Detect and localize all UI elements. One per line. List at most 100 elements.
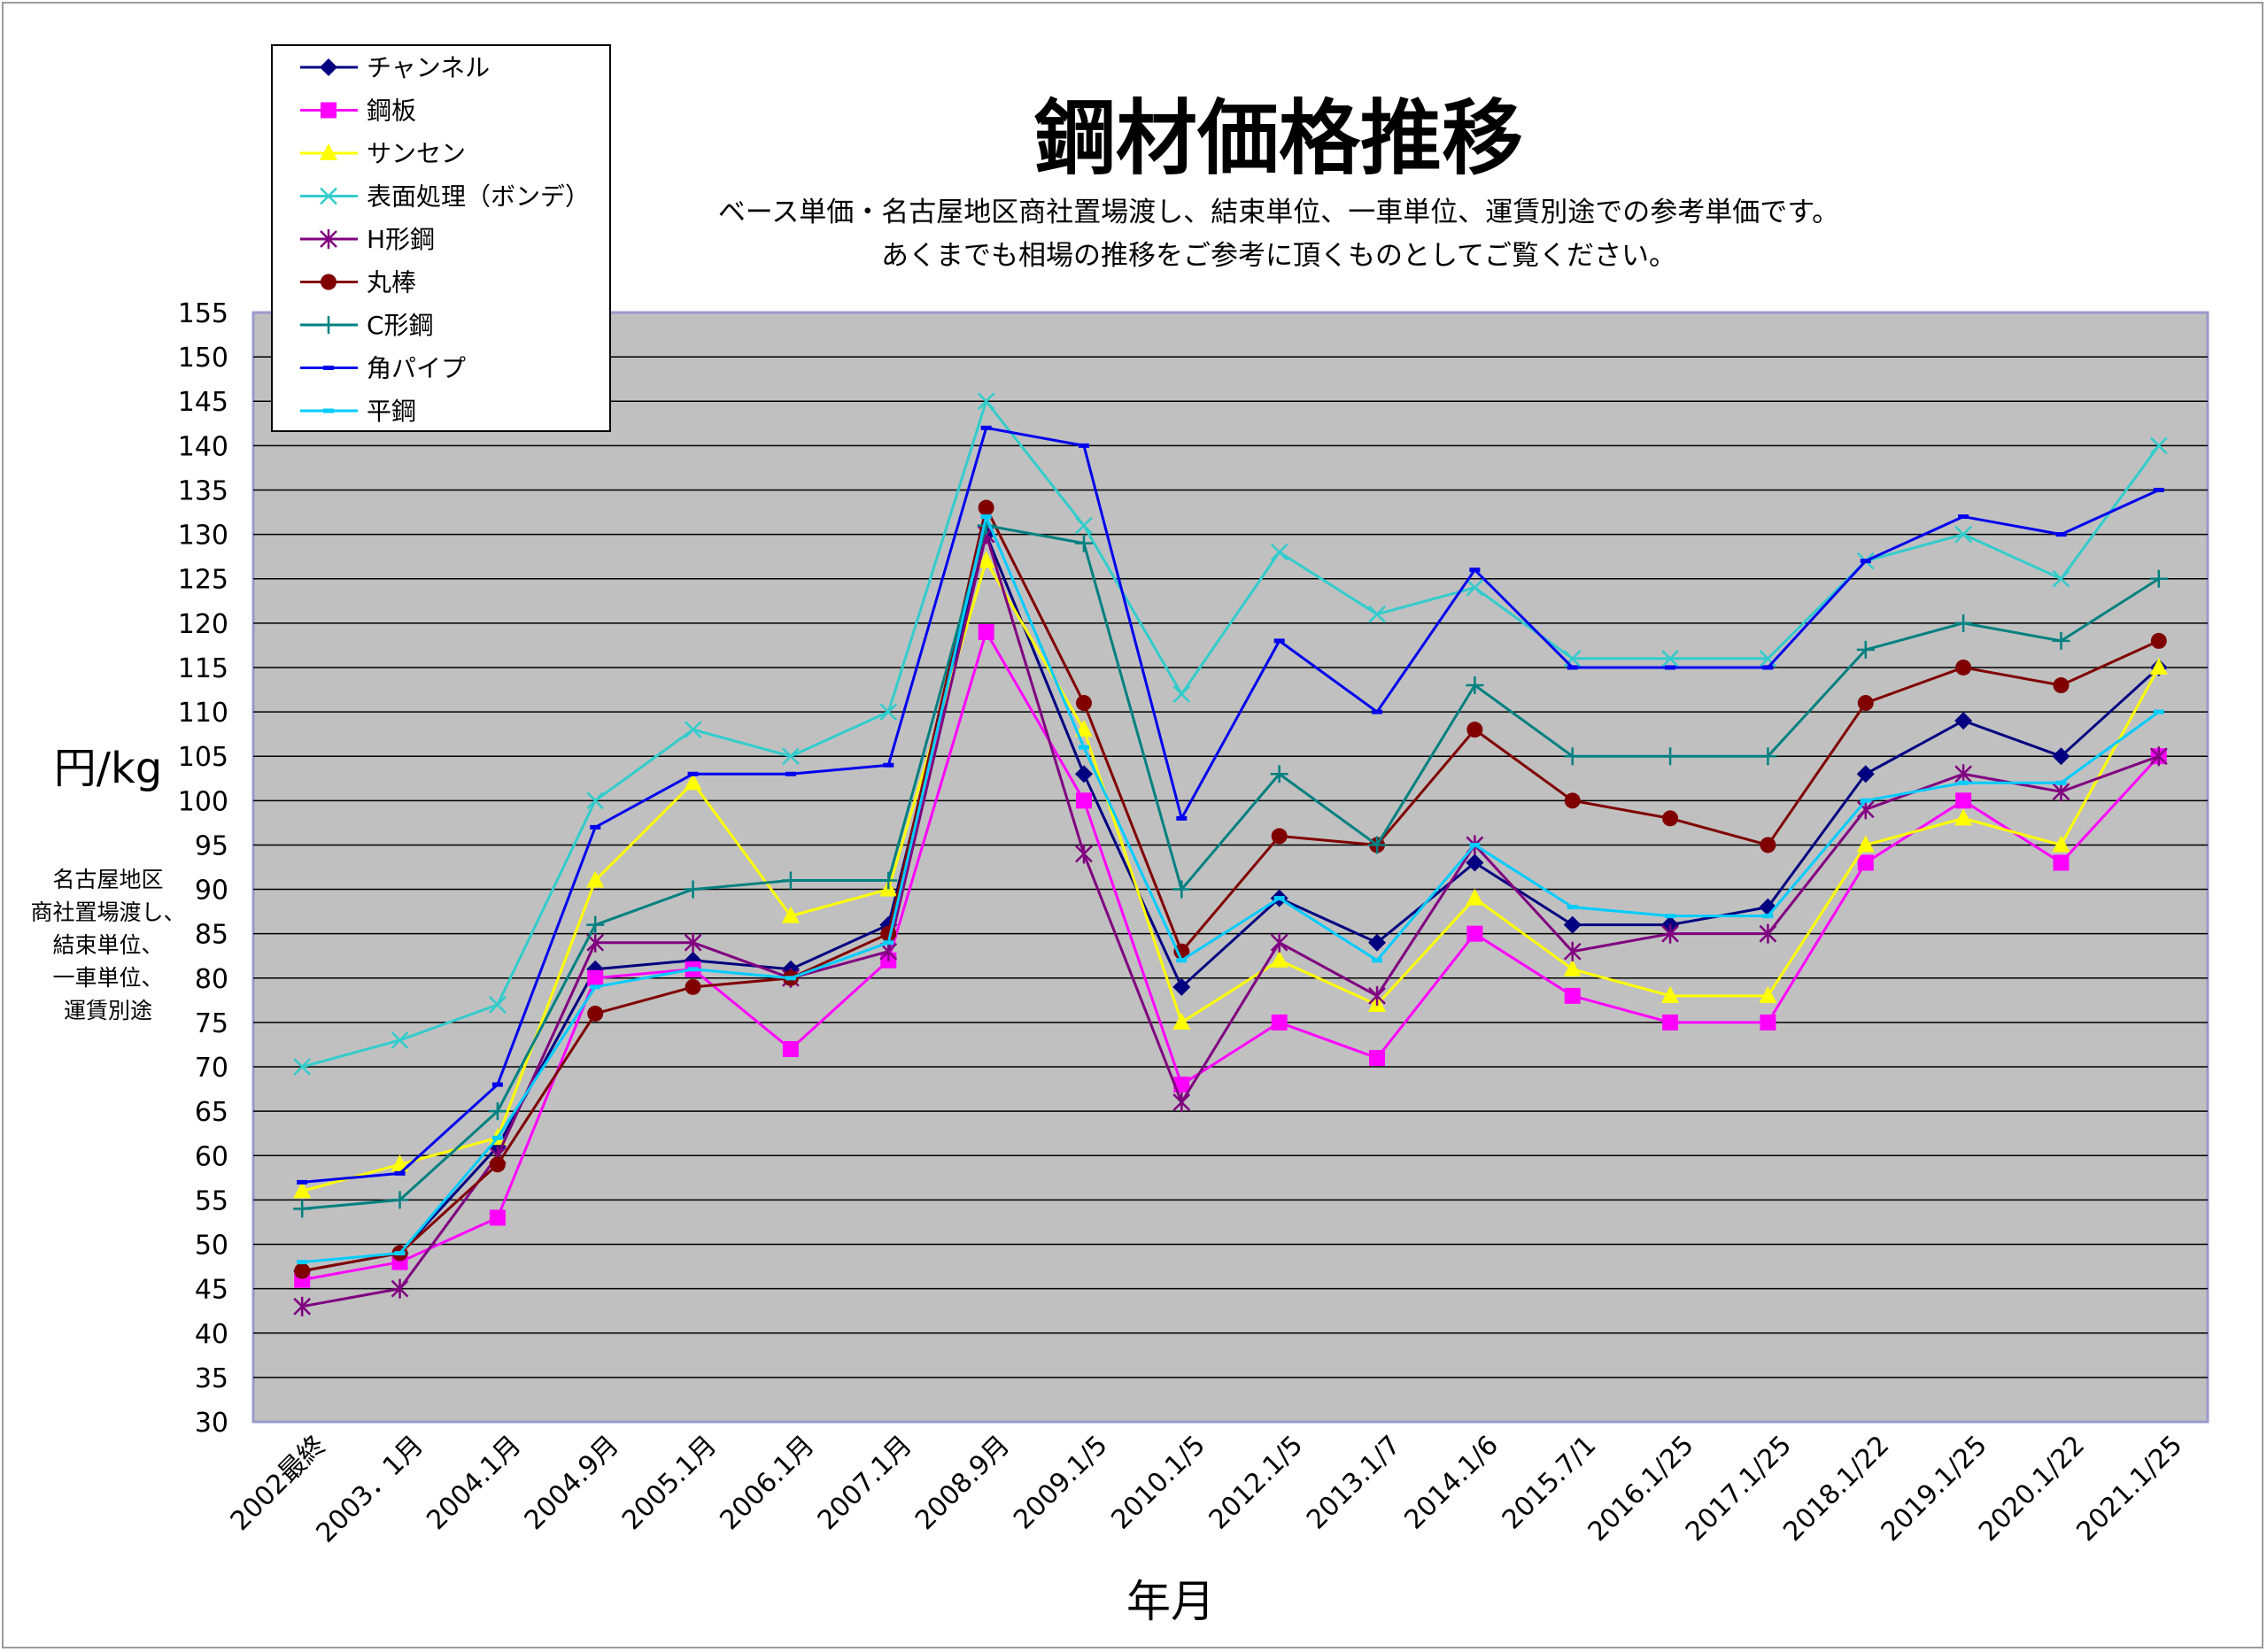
x-axis-label: 年月 bbox=[1126, 1576, 1215, 1627]
data-point-0-15 bbox=[1759, 898, 1777, 916]
data-point-4-1 bbox=[391, 1278, 409, 1299]
data-point-3-10 bbox=[1270, 543, 1288, 561]
legend-label-1: 鋼板 bbox=[367, 96, 416, 126]
data-point-1-12 bbox=[1466, 925, 1483, 942]
series-line-7 bbox=[302, 426, 2160, 1184]
data-point-7-9 bbox=[1176, 815, 1188, 821]
data-point-7-1 bbox=[394, 1170, 406, 1176]
x-tick-label-17: 2019.1/25 bbox=[1876, 1430, 1993, 1548]
data-point-4-6 bbox=[879, 941, 898, 961]
data-point-7-3 bbox=[590, 824, 601, 830]
legend-marker-2 bbox=[320, 143, 337, 160]
x-tick-label-8: 2009.1/5 bbox=[1008, 1430, 1114, 1536]
data-point-4-15 bbox=[1759, 923, 1777, 944]
data-point-1-2 bbox=[489, 1209, 506, 1226]
data-point-7-6 bbox=[883, 762, 894, 768]
data-point-6-3 bbox=[586, 915, 605, 934]
data-point-0-13 bbox=[1563, 915, 1582, 934]
data-point-3-14 bbox=[1661, 650, 1679, 668]
data-point-3-4 bbox=[684, 721, 702, 739]
data-point-5-18 bbox=[2053, 677, 2070, 694]
y-tick-label-70: 70 bbox=[195, 1053, 228, 1084]
data-point-2-17 bbox=[1954, 808, 1973, 826]
data-point-8-9 bbox=[1176, 958, 1188, 963]
data-point-1-7 bbox=[978, 623, 994, 640]
data-point-3-9 bbox=[1172, 685, 1191, 703]
data-point-7-17 bbox=[1958, 514, 1969, 520]
data-point-7-13 bbox=[1567, 665, 1578, 670]
y-tick-label-125: 125 bbox=[178, 565, 228, 596]
legend-item-6: C形鋼 bbox=[300, 311, 434, 340]
y-note-line-2: 商社置場渡し、 bbox=[30, 899, 185, 925]
legend-label-3: 表面処理（ボンデ） bbox=[367, 182, 590, 212]
y-tick-label-80: 80 bbox=[195, 964, 228, 995]
legend-label-6: C形鋼 bbox=[367, 311, 434, 340]
x-tick-label-3: 2004.9月 bbox=[519, 1430, 625, 1536]
legend-label-0: チャンネル bbox=[367, 53, 490, 82]
data-point-4-10 bbox=[1270, 932, 1288, 953]
legend-item-5: 丸棒 bbox=[300, 268, 416, 297]
x-tick-label-2: 2004.1月 bbox=[421, 1430, 527, 1536]
y-tick-label-35: 35 bbox=[195, 1363, 228, 1394]
y-tick-label-90: 90 bbox=[195, 876, 228, 907]
data-point-0-12 bbox=[1466, 853, 1484, 872]
data-point-3-19 bbox=[2149, 436, 2168, 455]
series-7 bbox=[297, 425, 2164, 1185]
series-line-5 bbox=[301, 506, 2160, 1273]
data-point-7-11 bbox=[1372, 709, 1383, 714]
series-line-1 bbox=[301, 630, 2160, 1282]
legend-marker-3 bbox=[320, 187, 337, 205]
data-point-8-4 bbox=[687, 967, 699, 972]
series-6 bbox=[293, 516, 2168, 1218]
series-8 bbox=[297, 514, 2164, 1265]
x-tick-label-11: 2013.1/7 bbox=[1301, 1430, 1407, 1536]
x-tick-label-10: 2012.1/5 bbox=[1203, 1430, 1310, 1536]
y-tick-label-75: 75 bbox=[195, 1008, 228, 1039]
data-point-1-13 bbox=[1564, 987, 1581, 1004]
y-tick-label-100: 100 bbox=[178, 786, 228, 817]
data-point-2-3 bbox=[586, 870, 605, 888]
data-point-6-4 bbox=[684, 880, 702, 899]
data-point-2-1 bbox=[391, 1154, 409, 1172]
data-point-7-4 bbox=[687, 771, 699, 776]
data-point-7-10 bbox=[1273, 638, 1285, 644]
data-point-3-6 bbox=[879, 703, 898, 721]
legend-label-7: 角パイプ bbox=[367, 354, 466, 383]
data-point-8-11 bbox=[1372, 958, 1383, 963]
data-point-6-10 bbox=[1270, 765, 1288, 784]
data-point-8-15 bbox=[1762, 914, 1774, 919]
data-point-4-9 bbox=[1172, 1092, 1191, 1113]
chart-subtitle-line-1: ベース単価・名古屋地区商社置場渡し、結束単位、一車単位、運賃別途での参考単価です… bbox=[718, 197, 1839, 228]
legend-item-2: サンセン bbox=[300, 139, 466, 168]
data-point-1-16 bbox=[1857, 854, 1874, 871]
data-point-2-15 bbox=[1759, 985, 1777, 1003]
data-point-3-3 bbox=[586, 791, 605, 810]
y-tick-label-50: 50 bbox=[195, 1231, 228, 1262]
data-point-8-7 bbox=[980, 514, 992, 520]
y-tick-label-95: 95 bbox=[195, 830, 228, 861]
series-line-8 bbox=[302, 515, 2160, 1264]
data-point-5-4 bbox=[685, 978, 701, 995]
data-point-6-14 bbox=[1661, 747, 1680, 766]
data-point-7-2 bbox=[491, 1082, 503, 1087]
data-point-1-8 bbox=[1075, 792, 1092, 809]
data-point-2-19 bbox=[2149, 657, 2168, 675]
data-point-6-0 bbox=[293, 1200, 312, 1218]
data-point-1-3 bbox=[587, 969, 604, 986]
data-point-8-5 bbox=[785, 976, 796, 981]
chart-subtitle-line-2: あくまでも相場の推移をご参考に頂くものとしてご覧ください。 bbox=[881, 240, 1676, 272]
data-point-5-14 bbox=[1662, 810, 1679, 827]
series-line-4 bbox=[301, 533, 2160, 1308]
data-point-0-17 bbox=[1954, 712, 1973, 730]
data-point-7-5 bbox=[785, 771, 796, 776]
data-point-7-18 bbox=[2055, 532, 2067, 537]
y-note-line-3: 結束単位、 bbox=[52, 932, 163, 958]
legend-label-4: H形鋼 bbox=[367, 225, 435, 254]
data-point-3-15 bbox=[1759, 650, 1777, 668]
y-note-line-4: 一車単位、 bbox=[52, 965, 163, 991]
data-point-5-3 bbox=[587, 1005, 604, 1022]
data-point-4-18 bbox=[2052, 782, 2070, 802]
x-tick-label-5: 2006.1月 bbox=[714, 1430, 820, 1536]
data-point-2-5 bbox=[781, 906, 800, 923]
